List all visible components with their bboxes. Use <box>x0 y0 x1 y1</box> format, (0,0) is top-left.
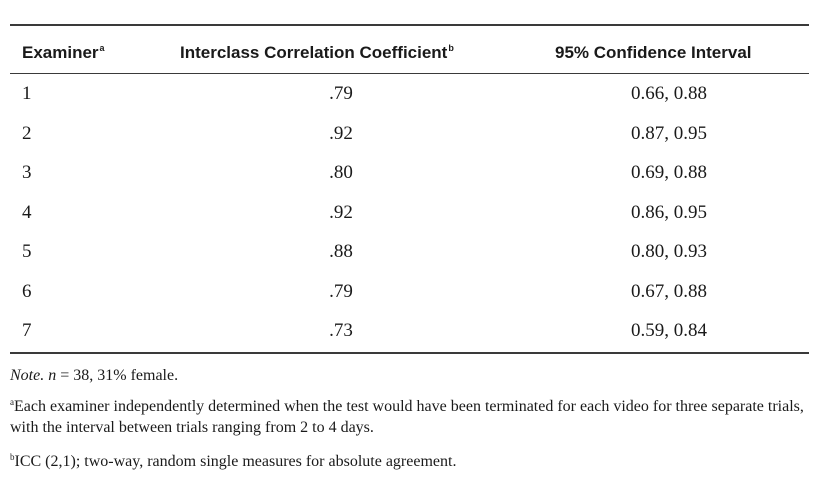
table-row: 3 .80 0.69, 0.88 <box>0 161 820 201</box>
cell-examiner: 4 <box>22 201 32 223</box>
cell-icc: .88 <box>329 241 353 262</box>
table-row: 7 .73 0.59, 0.84 <box>0 319 820 359</box>
cell-icc: .80 <box>329 162 353 183</box>
table-top-rule <box>10 24 809 26</box>
footnote-a: aEach examiner independently determined … <box>10 397 810 438</box>
header-examiner-footnote-mark: a <box>99 43 105 53</box>
cell-ci: 0.80, 0.93 <box>631 241 707 262</box>
footnote-b: bICC (2,1); two-way, random single measu… <box>10 452 810 473</box>
table-row: 2 .92 0.87, 0.95 <box>0 122 820 162</box>
cell-examiner: 6 <box>22 280 32 302</box>
footnote-a-text: Each examiner independently determined w… <box>10 398 804 436</box>
table-header-rule <box>10 73 809 74</box>
header-icc-label: Interclass Correlation Coefficient <box>180 43 448 62</box>
cell-ci: 0.87, 0.95 <box>631 122 707 144</box>
cell-ci: 0.59, 0.84 <box>631 320 707 341</box>
cell-icc: .92 <box>329 122 353 144</box>
cell-ci: 0.67, 0.88 <box>631 280 707 302</box>
table-row: 5 .88 0.80, 0.93 <box>0 240 820 280</box>
cell-icc: .79 <box>329 280 353 302</box>
note-n-symbol: n <box>48 367 57 384</box>
note-text: = 38, 31% female. <box>56 367 179 384</box>
cell-ci: 0.69, 0.88 <box>631 162 707 183</box>
header-ci-label: 95% Confidence Interval <box>555 43 752 62</box>
cell-ci: 0.66, 0.88 <box>631 83 707 104</box>
footnote-a-mark: a <box>10 397 14 407</box>
cell-examiner: 2 <box>22 122 32 144</box>
table-bottom-rule <box>10 352 809 354</box>
cell-examiner: 1 <box>22 83 32 104</box>
footnote-b-mark: b <box>10 452 15 462</box>
cell-examiner: 3 <box>22 162 32 183</box>
header-examiner: Examinera <box>22 42 105 66</box>
cell-icc: .92 <box>329 201 353 223</box>
table-row: 4 .92 0.86, 0.95 <box>0 201 820 241</box>
table-row: 1 .79 0.66, 0.88 <box>0 82 820 122</box>
cell-examiner: 7 <box>22 320 32 341</box>
note-label: Note. <box>10 367 45 384</box>
header-examiner-label: Examiner <box>22 43 99 62</box>
header-icc-footnote-mark: b <box>448 43 454 53</box>
cell-examiner: 5 <box>22 241 32 262</box>
cell-icc: .79 <box>329 83 353 104</box>
footnote-b-text: ICC (2,1); two-way, random single measur… <box>14 453 457 470</box>
cell-icc: .73 <box>329 320 353 341</box>
table-row: 6 .79 0.67, 0.88 <box>0 280 820 320</box>
header-confidence-interval: 95% Confidence Interval <box>555 42 752 64</box>
table-note: Note. n = 38, 31% female. <box>10 366 178 386</box>
header-icc: Interclass Correlation Coefficientb <box>180 42 454 66</box>
cell-ci: 0.86, 0.95 <box>631 201 707 223</box>
table-body: 1 .79 0.66, 0.88 2 .92 0.87, 0.95 3 .80 … <box>0 82 820 359</box>
